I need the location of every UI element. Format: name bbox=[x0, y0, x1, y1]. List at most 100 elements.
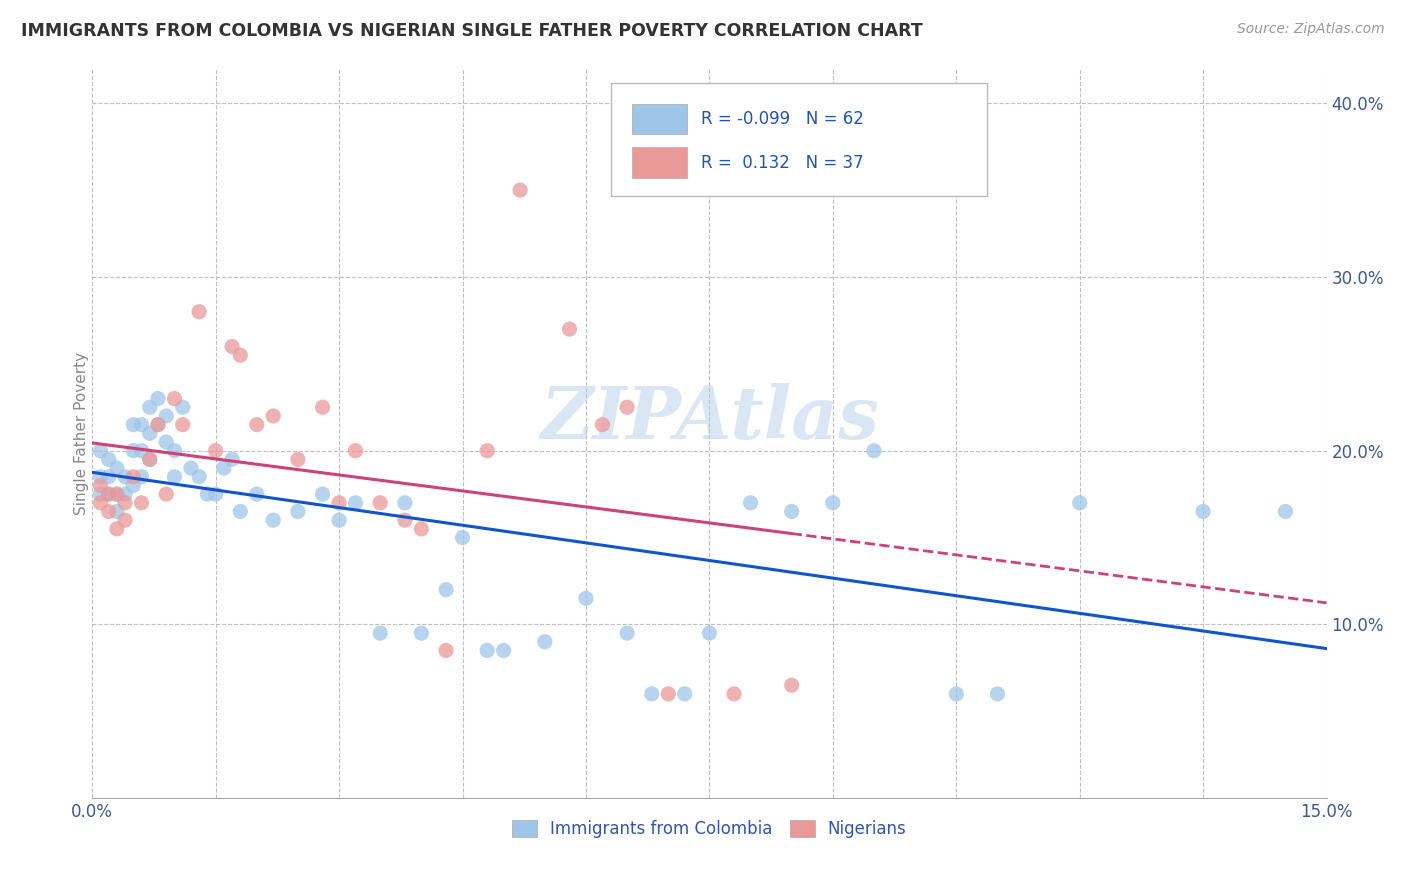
Point bbox=[146, 417, 169, 432]
Point bbox=[328, 513, 350, 527]
Point bbox=[780, 504, 803, 518]
Point bbox=[368, 496, 391, 510]
Point bbox=[780, 678, 803, 692]
Point bbox=[97, 452, 120, 467]
Point bbox=[863, 443, 886, 458]
Point bbox=[105, 461, 128, 475]
Point bbox=[434, 582, 457, 597]
Point bbox=[394, 513, 416, 527]
Point bbox=[821, 496, 844, 510]
Point bbox=[131, 496, 153, 510]
Point bbox=[533, 634, 555, 648]
Point bbox=[287, 452, 309, 467]
Legend: Immigrants from Colombia, Nigerians: Immigrants from Colombia, Nigerians bbox=[506, 813, 914, 845]
Point bbox=[699, 626, 721, 640]
Point bbox=[114, 496, 136, 510]
Point bbox=[139, 426, 162, 441]
Point bbox=[114, 487, 136, 501]
Point bbox=[221, 452, 243, 467]
Point bbox=[89, 443, 111, 458]
Point bbox=[155, 487, 177, 501]
Point bbox=[262, 513, 284, 527]
Point bbox=[394, 496, 416, 510]
Point bbox=[558, 322, 581, 336]
Point bbox=[197, 487, 219, 501]
Point bbox=[97, 487, 120, 501]
Point bbox=[591, 417, 613, 432]
FancyBboxPatch shape bbox=[631, 103, 688, 134]
Point bbox=[146, 392, 169, 406]
Point bbox=[945, 687, 967, 701]
Point bbox=[122, 478, 145, 492]
Point bbox=[131, 469, 153, 483]
Point bbox=[411, 522, 433, 536]
Point bbox=[344, 443, 367, 458]
Point bbox=[311, 401, 333, 415]
Point bbox=[477, 643, 499, 657]
Text: Source: ZipAtlas.com: Source: ZipAtlas.com bbox=[1237, 22, 1385, 37]
Point bbox=[1192, 504, 1215, 518]
Point bbox=[163, 443, 186, 458]
Point bbox=[163, 392, 186, 406]
Point bbox=[434, 643, 457, 657]
Point bbox=[616, 626, 638, 640]
FancyBboxPatch shape bbox=[631, 147, 688, 178]
Point bbox=[229, 504, 252, 518]
Point bbox=[1069, 496, 1091, 510]
Point bbox=[740, 496, 762, 510]
Point bbox=[411, 626, 433, 640]
Point bbox=[368, 626, 391, 640]
FancyBboxPatch shape bbox=[610, 83, 987, 196]
Point bbox=[262, 409, 284, 423]
Point bbox=[1274, 504, 1296, 518]
Point bbox=[221, 339, 243, 353]
Point bbox=[131, 443, 153, 458]
Point bbox=[509, 183, 531, 197]
Point bbox=[212, 461, 235, 475]
Point bbox=[246, 417, 269, 432]
Point bbox=[155, 435, 177, 450]
Point bbox=[89, 496, 111, 510]
Point bbox=[229, 348, 252, 362]
Point bbox=[105, 487, 128, 501]
Point bbox=[105, 504, 128, 518]
Point bbox=[89, 478, 111, 492]
Point bbox=[89, 469, 111, 483]
Point bbox=[492, 643, 515, 657]
Point bbox=[89, 487, 111, 501]
Point bbox=[986, 687, 1008, 701]
Point bbox=[139, 452, 162, 467]
Point bbox=[122, 417, 145, 432]
Y-axis label: Single Father Poverty: Single Father Poverty bbox=[73, 351, 89, 515]
Point bbox=[188, 469, 211, 483]
Point bbox=[139, 452, 162, 467]
Point bbox=[172, 417, 194, 432]
Point bbox=[97, 469, 120, 483]
Point bbox=[246, 487, 269, 501]
Point bbox=[344, 496, 367, 510]
Point bbox=[311, 487, 333, 501]
Text: IMMIGRANTS FROM COLOMBIA VS NIGERIAN SINGLE FATHER POVERTY CORRELATION CHART: IMMIGRANTS FROM COLOMBIA VS NIGERIAN SIN… bbox=[21, 22, 922, 40]
Point bbox=[575, 591, 598, 606]
Point bbox=[105, 487, 128, 501]
Point bbox=[204, 443, 226, 458]
Point bbox=[139, 401, 162, 415]
Point bbox=[328, 496, 350, 510]
Point bbox=[723, 687, 745, 701]
Point bbox=[105, 522, 128, 536]
Point bbox=[188, 304, 211, 318]
Point bbox=[97, 487, 120, 501]
Point bbox=[180, 461, 202, 475]
Point bbox=[114, 469, 136, 483]
Text: R =  0.132   N = 37: R = 0.132 N = 37 bbox=[700, 153, 863, 171]
Point bbox=[122, 443, 145, 458]
Point bbox=[131, 417, 153, 432]
Point bbox=[172, 401, 194, 415]
Text: ZIPAtlas: ZIPAtlas bbox=[540, 384, 879, 454]
Point bbox=[204, 487, 226, 501]
Point bbox=[122, 469, 145, 483]
Point bbox=[477, 443, 499, 458]
Point bbox=[97, 504, 120, 518]
Point bbox=[287, 504, 309, 518]
Text: R = -0.099   N = 62: R = -0.099 N = 62 bbox=[700, 110, 863, 128]
